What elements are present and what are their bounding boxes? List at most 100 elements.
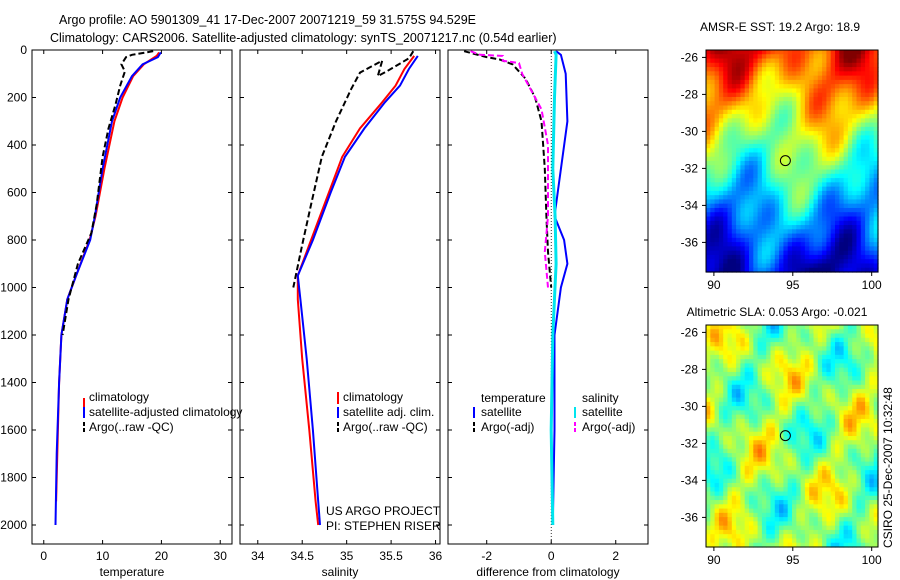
heatmap-cell [757,542,763,548]
heatmap-cell [826,237,832,243]
heatmap-cell [740,250,746,256]
heatmap-cell [860,109,866,115]
heatmap-cell [718,542,724,548]
heatmap-cell [869,529,875,535]
heatmap-cell [744,229,750,235]
heatmap-cell [817,152,823,158]
heatmap-cell [835,406,840,411]
heatmap-cell [865,431,870,437]
heatmap-cell [865,122,870,128]
heatmap-cell [839,101,845,107]
heatmap-cell [783,461,789,467]
heatmap-cell [813,376,819,382]
heatmap-cell [869,135,875,141]
heatmap-cell [779,367,784,373]
heatmap-cell [744,263,750,269]
heatmap-cell [800,534,806,540]
heatmap-cell [736,517,741,522]
heatmap-cell [766,58,772,64]
heatmap-cell [860,259,866,265]
heatmap-cell [757,169,763,175]
heatmap-cell [761,495,767,501]
heatmap-cell [740,182,746,188]
heatmap-cell [843,414,849,420]
heatmap-cell [809,105,815,111]
heatmap-cell [804,393,810,399]
map-y-tick-label: -26 [681,325,699,339]
heatmap-cell [860,220,866,226]
heatmap-cell [753,508,759,514]
heatmap-cell [809,126,815,132]
heatmap-cell [822,342,827,347]
heatmap-cell [753,169,759,175]
heatmap-cell [835,267,840,273]
heatmap-cell [761,79,767,85]
heatmap-cell [873,84,879,90]
heatmap-cell [860,346,866,352]
heatmap-cell [873,367,879,373]
heatmap-cell [731,242,737,247]
heatmap-cell [744,267,750,273]
heatmap-cell [749,423,754,429]
heatmap-cell [731,393,737,399]
heatmap-cell [727,152,733,158]
heatmap-cell [727,410,733,416]
heatmap-cell [830,354,836,360]
heatmap-cell [723,186,729,192]
heatmap-cell [822,62,827,68]
heatmap-cell [804,71,810,77]
heatmap-cell [761,470,767,476]
heatmap-cell [770,384,776,390]
heatmap-cell [865,525,870,531]
heatmap-cell [783,448,789,454]
heatmap-cell [826,54,832,60]
heatmap-cell [852,105,858,111]
heatmap-cell [843,363,849,369]
heatmap-cell [753,139,759,145]
heatmap-cell [796,96,802,102]
heatmap-cell [822,152,827,158]
heatmap-cell [792,487,797,493]
heatmap-cell [757,337,763,343]
heatmap-cell [835,75,840,81]
heatmap-cell [736,152,741,158]
heatmap-cell [783,427,789,433]
heatmap-cell [873,161,879,166]
heatmap-cell [822,50,827,55]
heatmap-cell [723,207,729,213]
heatmap-cell [766,233,772,239]
heatmap-cell [744,126,750,132]
heatmap-cell [817,233,823,239]
heatmap-cell [873,397,879,403]
heatmap-cell [822,487,827,493]
heatmap-cell [779,482,784,488]
heatmap-cell [792,250,797,256]
heatmap-cell [843,186,849,192]
heatmap-cell [783,152,789,158]
heatmap-cell [723,521,729,527]
heatmap-cell [813,508,819,514]
heatmap-cell [852,354,858,360]
heatmap-cell [779,246,784,252]
heatmap-cell [856,427,862,433]
heatmap-cell [766,148,772,154]
heatmap-cell [826,337,832,343]
heatmap-cell [813,152,819,158]
heatmap-cell [740,325,746,330]
heatmap-cell [847,131,853,136]
heatmap-cell [804,88,810,94]
heatmap-cell [749,436,754,441]
heatmap-cell [718,186,724,192]
heatmap-cell [779,461,784,467]
heatmap-cell [852,242,858,247]
heatmap-cell [792,376,797,382]
heatmap-cell [753,427,759,433]
heatmap-cell [860,354,866,360]
heatmap-cell [710,118,716,124]
heatmap-cell [736,325,741,330]
heatmap-cell [800,178,806,183]
heatmap-cell [809,101,815,107]
heatmap-cell [787,96,793,102]
heatmap-cell [813,156,819,162]
heatmap-cell [753,542,759,548]
